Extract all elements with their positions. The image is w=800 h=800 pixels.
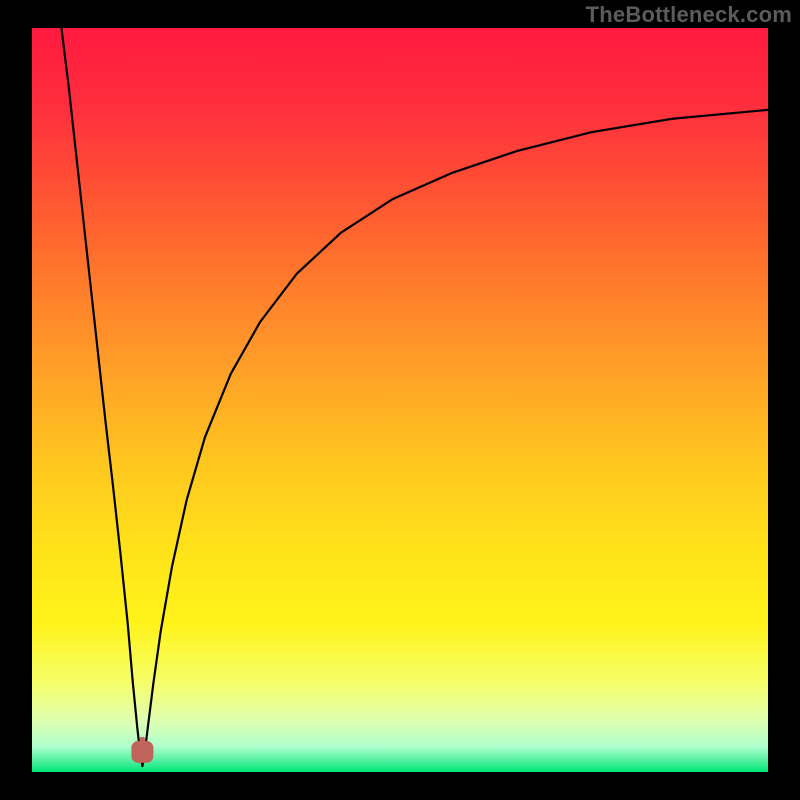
plot-area <box>32 28 768 772</box>
bottleneck-chart <box>0 0 800 800</box>
chart-stage: TheBottleneck.com <box>0 0 800 800</box>
optimal-marker-body <box>131 741 153 763</box>
gradient-background <box>32 28 768 772</box>
